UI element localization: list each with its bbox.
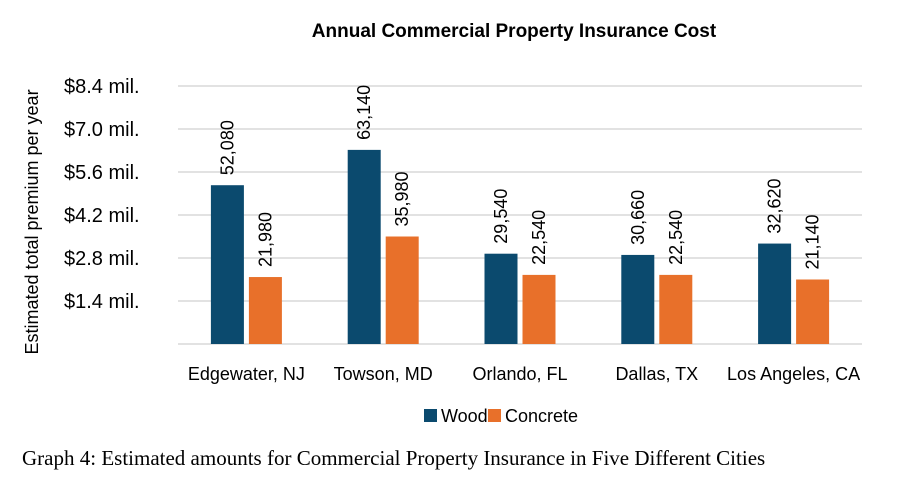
bar-concrete <box>522 274 556 344</box>
data-label: 30,660 <box>628 190 648 245</box>
bar-wood <box>621 254 655 344</box>
legend: Wood Concrete <box>424 406 578 426</box>
data-labels: 52,080 21,980 63,140 35,980 29,540 22,540 30,6… <box>217 85 822 270</box>
bar-concrete <box>248 277 282 344</box>
y-tick-label: $4.2 mil. <box>64 205 140 227</box>
y-axis-ticks: $1.4 mil. $2.8 mil. $4.2 mil. $5.6 mil. $7.0… <box>64 76 140 313</box>
bar-chart: Annual Commercial Property Insurance Cos… <box>22 21 862 426</box>
bar-wood <box>347 149 381 344</box>
bar-concrete <box>796 279 830 344</box>
category-label: Dallas, TX <box>615 364 698 384</box>
data-label: 21,140 <box>803 214 823 269</box>
legend-label-concrete: Concrete <box>505 406 578 426</box>
category-label: Orlando, FL <box>472 364 567 384</box>
data-label: 29,540 <box>491 189 511 244</box>
bar-wood <box>758 243 792 344</box>
data-label: 63,140 <box>354 85 374 140</box>
data-label: 22,540 <box>666 210 686 265</box>
category-label: Los Angeles, CA <box>727 364 860 384</box>
bar-wood <box>484 253 518 344</box>
y-tick-label: $8.4 mil. <box>64 76 140 98</box>
category-labels: Edgewater, NJ Towson, MD Orlando, FL Dallas… <box>188 364 860 384</box>
y-axis-label: Estimated total premium per year <box>22 89 42 354</box>
legend-label-wood: Wood <box>441 406 488 426</box>
bars <box>210 149 830 344</box>
legend-swatch-concrete <box>488 409 501 422</box>
data-label: 21,980 <box>255 212 275 267</box>
data-label: 52,080 <box>217 120 237 175</box>
y-tick-label: $1.4 mil. <box>64 291 140 313</box>
bar-concrete <box>659 274 693 344</box>
y-tick-label: $7.0 mil. <box>64 119 140 141</box>
data-label: 22,540 <box>529 210 549 265</box>
category-label: Edgewater, NJ <box>188 364 305 384</box>
chart-title: Annual Commercial Property Insurance Cos… <box>312 21 717 42</box>
y-tick-label: $5.6 mil. <box>64 162 140 184</box>
figure-caption: Graph 4: Estimated amounts for Commercia… <box>22 446 766 470</box>
y-tick-label: $2.8 mil. <box>64 248 140 270</box>
legend-swatch-wood <box>424 409 437 422</box>
category-label: Towson, MD <box>334 364 433 384</box>
gridlines <box>178 85 862 345</box>
bar-wood <box>210 185 244 344</box>
data-label: 32,620 <box>765 179 785 234</box>
bar-concrete <box>385 236 419 344</box>
data-label: 35,980 <box>392 171 412 226</box>
